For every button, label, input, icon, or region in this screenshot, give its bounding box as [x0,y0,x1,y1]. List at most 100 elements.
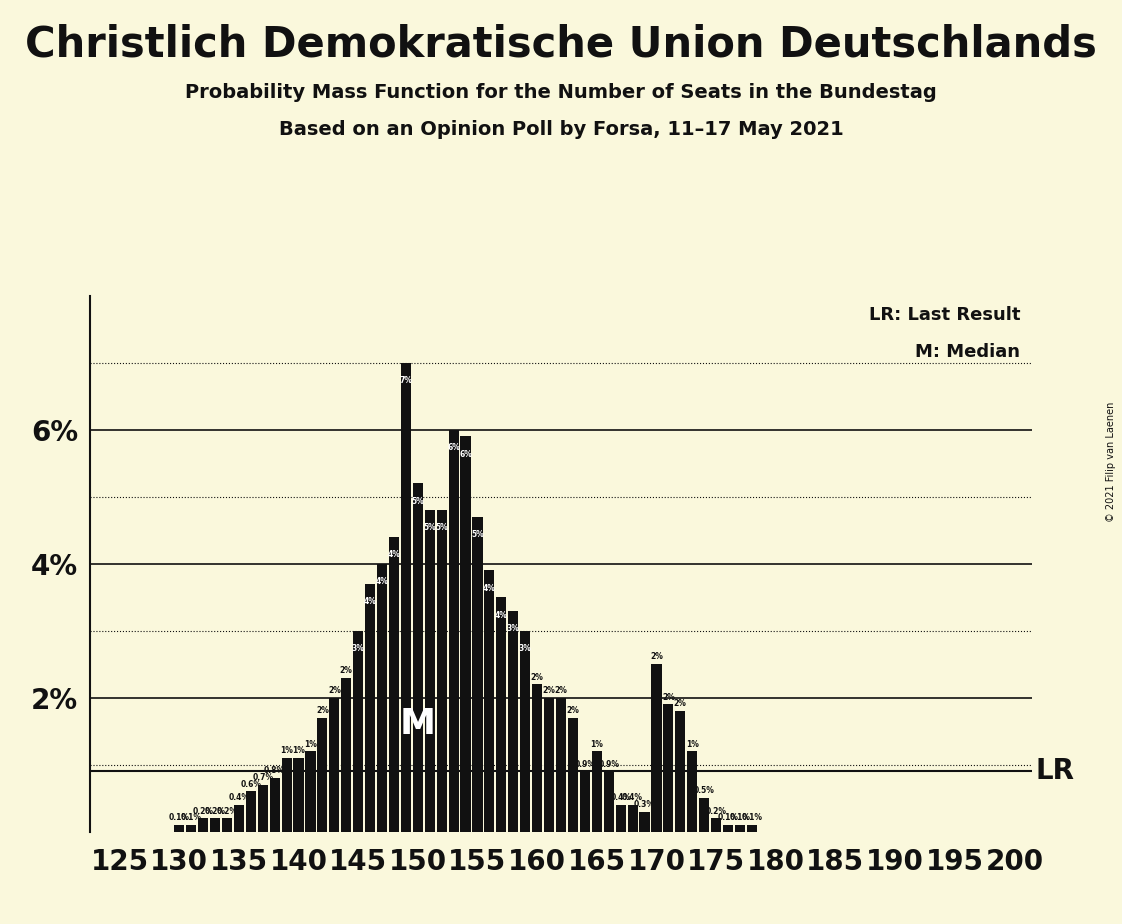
Text: 0.1%: 0.1% [181,813,202,822]
Text: 0.2%: 0.2% [706,807,727,816]
Text: 2%: 2% [328,686,341,695]
Text: 5%: 5% [471,530,484,539]
Text: 0.1%: 0.1% [729,813,751,822]
Bar [735,825,745,832]
Bar [652,664,662,832]
Text: 3%: 3% [518,644,532,653]
Bar [318,718,328,832]
Bar [186,825,196,832]
Text: Christlich Demokratische Union Deutschlands: Christlich Demokratische Union Deutschla… [25,23,1097,65]
Bar [425,510,435,832]
Text: 2%: 2% [340,666,352,675]
Text: LR: Last Result: LR: Last Result [868,306,1020,323]
Text: LR: LR [1036,758,1075,785]
Text: © 2021 Filip van Laenen: © 2021 Filip van Laenen [1106,402,1116,522]
Text: 3%: 3% [507,624,519,633]
Text: 0.6%: 0.6% [240,780,261,789]
Bar [580,772,590,832]
Text: 5%: 5% [412,497,424,505]
Bar [723,825,733,832]
Text: 0.1%: 0.1% [168,813,190,822]
Text: 0.2%: 0.2% [204,807,226,816]
Bar [687,751,697,832]
Bar [246,791,256,832]
Text: 2%: 2% [650,652,663,662]
Bar [282,758,292,832]
Bar [627,805,637,832]
Text: 1%: 1% [280,747,293,755]
Bar [591,751,601,832]
Text: 2%: 2% [674,699,687,709]
Text: 0.4%: 0.4% [622,793,643,802]
Text: 1%: 1% [686,739,699,748]
Bar [699,798,709,832]
Bar [233,805,243,832]
Text: 2%: 2% [554,686,568,695]
Bar [460,436,470,832]
Text: M: Median: M: Median [916,343,1020,360]
Text: 0.3%: 0.3% [634,800,655,808]
Text: 2%: 2% [531,673,543,682]
Text: 4%: 4% [482,584,496,592]
Bar [329,698,339,832]
Text: 0.5%: 0.5% [693,786,715,796]
Text: 4%: 4% [376,577,388,586]
Text: 2%: 2% [662,693,674,701]
Bar [353,630,364,832]
Bar [616,805,626,832]
Bar [532,684,542,832]
Bar [197,819,209,832]
Bar [640,811,650,832]
Text: 0.9%: 0.9% [574,760,596,769]
Text: 0.4%: 0.4% [229,793,249,802]
Bar [555,698,567,832]
Text: 4%: 4% [387,551,401,559]
Text: 0.1%: 0.1% [742,813,762,822]
Text: 7%: 7% [399,376,413,385]
Text: 6%: 6% [448,444,460,452]
Text: 0.7%: 0.7% [252,773,274,782]
Text: 1%: 1% [304,739,316,748]
Text: Based on an Opinion Poll by Forsa, 11–17 May 2021: Based on an Opinion Poll by Forsa, 11–17… [278,120,844,140]
Bar [294,758,304,832]
Text: 4%: 4% [364,597,377,606]
Text: 0.4%: 0.4% [610,793,632,802]
Text: Probability Mass Function for the Number of Seats in the Bundestag: Probability Mass Function for the Number… [185,83,937,103]
Bar [365,584,375,832]
Bar [377,564,387,832]
Bar [675,711,686,832]
Bar [747,825,757,832]
Text: 0.2%: 0.2% [193,807,213,816]
Text: 2%: 2% [567,706,579,715]
Bar [521,630,531,832]
Bar [711,819,721,832]
Bar [663,704,673,832]
Text: 4%: 4% [495,611,508,619]
Bar [544,698,554,832]
Bar [258,784,268,832]
Text: 1%: 1% [292,747,305,755]
Text: 0.9%: 0.9% [598,760,619,769]
Bar [472,517,482,832]
Bar [389,537,399,832]
Bar [508,611,518,832]
Text: 0.2%: 0.2% [217,807,238,816]
Text: 2%: 2% [543,686,555,695]
Text: 6%: 6% [459,450,472,458]
Text: 2%: 2% [316,706,329,715]
Bar [436,510,447,832]
Bar [413,483,423,832]
Bar [269,778,279,832]
Bar [496,597,506,832]
Text: 3%: 3% [352,644,365,653]
Bar [485,570,495,832]
Bar [174,825,184,832]
Bar [222,819,232,832]
Text: 0.8%: 0.8% [264,766,285,775]
Text: 5%: 5% [435,523,448,532]
Bar [401,362,411,832]
Bar [604,772,614,832]
Text: 0.1%: 0.1% [718,813,738,822]
Bar [305,751,315,832]
Text: 1%: 1% [590,739,604,748]
